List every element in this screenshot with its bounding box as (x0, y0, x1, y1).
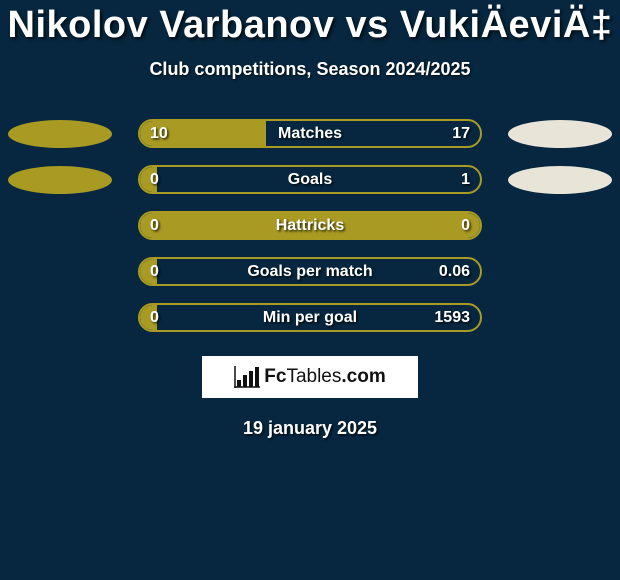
logo-text: FcTables.com (264, 366, 385, 388)
page-title: Nikolov Varbanov vs VukiÄeviÄ‡ (0, 4, 620, 47)
stat-bar-fill (140, 213, 480, 238)
left-value: 0 (150, 309, 159, 327)
player2-ellipse (508, 166, 612, 194)
player2-ellipse (508, 120, 612, 148)
left-value: 10 (150, 125, 168, 143)
metric-rows: 1017Matches01Goals00Hattricks00.06Goals … (0, 116, 620, 346)
left-value: 0 (150, 263, 159, 281)
right-value: 0.06 (439, 263, 470, 281)
left-value: 0 (150, 171, 159, 189)
stat-bar: 0 0.06Goals per match (138, 257, 482, 286)
metric-row: 0 0.06Goals per match (0, 254, 620, 300)
stat-bar: 0 1593Min per goal (138, 303, 482, 332)
fctables-logo: FcTables.com (202, 356, 418, 398)
right-value: 1 (461, 171, 470, 189)
right-value: 17 (452, 125, 470, 143)
right-value: 0 (461, 217, 470, 235)
metric-row: 0 1593Min per goal (0, 300, 620, 346)
date-text: 19 january 2025 (0, 418, 620, 439)
logo-text-suffix: .com (341, 366, 385, 387)
player1-ellipse (8, 166, 112, 194)
subtitle: Club competitions, Season 2024/2025 (0, 59, 620, 80)
stat-bar: 1017Matches (138, 119, 482, 148)
metric-row: 00Hattricks (0, 208, 620, 254)
metric-label: Goals per match (140, 263, 480, 281)
stat-bar: 0 1Goals (138, 165, 482, 194)
bar-chart-icon (234, 366, 260, 388)
stat-bar: 00Hattricks (138, 211, 482, 240)
comparison-infographic: Nikolov Varbanov vs VukiÄeviÄ‡ Club comp… (0, 0, 620, 439)
metric-label: Min per goal (140, 309, 480, 327)
metric-label: Goals (140, 171, 480, 189)
metric-row: 0 1Goals (0, 162, 620, 208)
left-value: 0 (150, 217, 159, 235)
player1-ellipse (8, 120, 112, 148)
logo-text-light: Tables (286, 366, 341, 387)
right-value: 1593 (434, 309, 470, 327)
metric-row: 1017Matches (0, 116, 620, 162)
logo-text-bold: Fc (264, 366, 286, 387)
